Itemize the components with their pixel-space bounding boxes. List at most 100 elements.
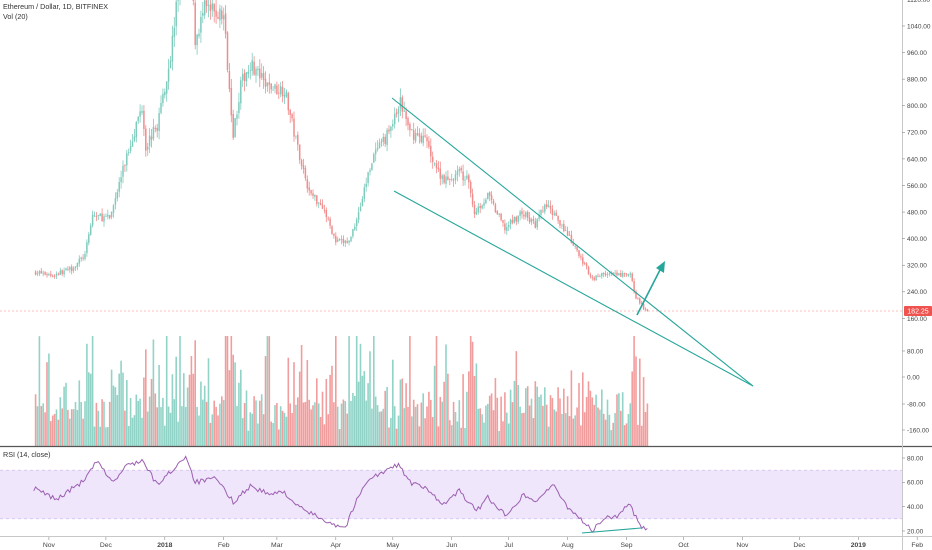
volume-bar — [335, 336, 337, 446]
time-tick-label: Aug — [562, 542, 574, 549]
volume-bar — [354, 396, 356, 446]
volume-bar — [249, 412, 252, 446]
volume-bar — [120, 360, 122, 446]
time-tick-label: Mar — [271, 542, 283, 549]
time-tick-label: May — [386, 542, 399, 549]
candle — [559, 219, 561, 229]
candle — [274, 83, 276, 94]
candle — [357, 207, 360, 224]
volume-bar — [589, 390, 592, 446]
candle — [249, 62, 252, 80]
candle — [639, 297, 641, 305]
candle — [321, 199, 324, 210]
candle — [173, 17, 176, 48]
candle — [513, 216, 516, 224]
candle — [382, 133, 385, 146]
candle — [137, 115, 139, 125]
volume-bar — [205, 401, 208, 446]
price-axis[interactable]: 1120.00 1040.00 960.00 880.00 800.00 720.00 64… — [902, 0, 931, 434]
volume-bar — [536, 386, 538, 446]
candle — [319, 199, 322, 206]
volume-bar — [118, 373, 120, 446]
volume-bar — [547, 426, 550, 446]
volume-bar — [393, 406, 396, 446]
volume-bar — [595, 394, 597, 446]
candle — [346, 237, 348, 244]
volume-bar — [160, 407, 162, 446]
candle — [498, 212, 500, 218]
volume-bar — [207, 358, 210, 446]
volume-bar — [285, 416, 288, 446]
symbol-title[interactable]: Ethereum / Dollar, 1D, BITFINEX — [3, 2, 108, 11]
candle — [441, 174, 443, 185]
candle — [439, 161, 442, 186]
volume-bar — [500, 396, 502, 446]
volume-bar — [447, 373, 449, 446]
candle — [36, 270, 39, 277]
candle — [338, 238, 341, 241]
candle — [384, 133, 386, 147]
candle — [390, 125, 392, 138]
volume-bar — [593, 404, 595, 446]
candle — [564, 226, 567, 232]
volume-bar — [428, 391, 430, 446]
candle — [458, 166, 461, 177]
volume-bar — [325, 378, 328, 446]
volume-bar — [454, 412, 457, 446]
volume-bar — [317, 403, 320, 446]
volume-indicator-label[interactable]: Vol (20) — [3, 12, 28, 21]
candle — [534, 217, 537, 229]
candle — [222, 7, 225, 31]
volume-bar — [99, 426, 101, 446]
candle — [165, 81, 168, 102]
volume-bar — [247, 430, 250, 446]
time-tick-label: Jun — [446, 542, 457, 549]
candle — [34, 270, 37, 276]
candle — [454, 169, 457, 185]
candle — [399, 88, 402, 117]
time-axis[interactable]: Nov Dec 2018 Feb Mar Apr May Jun Jul Aug Sep Oct Nov… — [43, 537, 923, 549]
volume-bar — [44, 412, 46, 446]
candle — [416, 126, 419, 137]
volume-bar — [55, 409, 58, 446]
volume-bar — [553, 409, 556, 446]
candle — [549, 200, 552, 214]
volume-bar — [604, 419, 607, 446]
volume-bar — [378, 411, 381, 446]
volume-bar — [200, 381, 202, 446]
candle — [72, 266, 75, 273]
volume-bar — [97, 410, 100, 446]
price-tick-label: 160.00 — [907, 316, 927, 323]
rsi-axis[interactable]: 80.00 60.00 40.00 20.00 — [902, 455, 924, 535]
rsi-indicator-label[interactable]: RSI (14, close) — [3, 450, 51, 459]
volume-bar — [219, 403, 221, 446]
breakout-arrow-line[interactable] — [636, 265, 663, 316]
candle — [557, 215, 559, 224]
rsi-divergence-trendline[interactable] — [581, 527, 642, 534]
volume-bar — [169, 412, 172, 446]
breakout-arrow-head[interactable] — [656, 261, 665, 273]
candle — [483, 198, 485, 209]
wedge-lower-trendline[interactable] — [393, 190, 754, 387]
wedge-upper-trendline[interactable] — [391, 97, 754, 387]
candle — [251, 52, 253, 76]
candle — [67, 266, 69, 272]
candle — [270, 82, 272, 94]
volume-bar — [591, 397, 594, 446]
volume-bar — [380, 411, 383, 446]
volume-bar — [403, 408, 405, 446]
volume-bar — [232, 354, 234, 446]
candle — [145, 125, 147, 157]
falling-wedge-drawing[interactable] — [391, 97, 754, 387]
price-tick-label: 1040.00 — [907, 23, 931, 30]
volume-bar — [492, 410, 495, 446]
volume-bar — [544, 387, 546, 446]
volume-bar — [621, 392, 624, 446]
candle — [99, 213, 101, 217]
candle — [435, 159, 438, 174]
volume-bar — [76, 409, 79, 446]
volume-bar — [608, 414, 611, 446]
candle — [40, 267, 43, 274]
rsi-tick-label: 40.00 — [907, 504, 924, 511]
